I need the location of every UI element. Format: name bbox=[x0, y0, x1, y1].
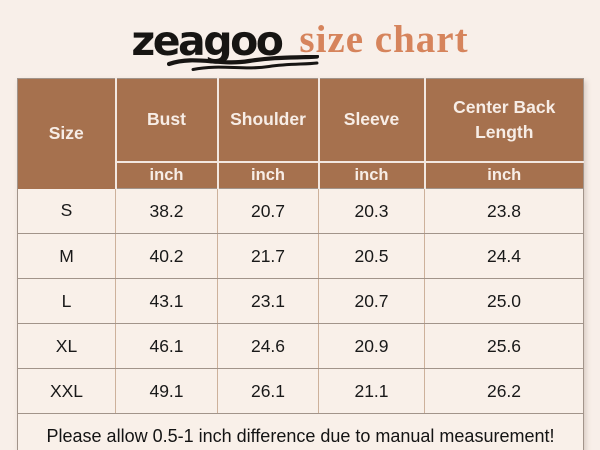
unit-cell: inch bbox=[424, 162, 584, 189]
value-cell: 23.1 bbox=[217, 278, 319, 324]
table-header: Size Bust Shoulder Sleeve Center Back Le… bbox=[17, 78, 584, 189]
value-cell: 20.3 bbox=[318, 188, 425, 234]
page-title: size chart bbox=[299, 17, 469, 61]
size-cell: S bbox=[17, 188, 116, 234]
value-cell: 20.7 bbox=[318, 278, 425, 324]
table-body: S 38.2 20.7 20.3 23.8 M 40.2 21.7 20.5 2… bbox=[17, 188, 584, 414]
brand-logo-text: zeagoo bbox=[131, 16, 284, 65]
value-cell: 26.2 bbox=[424, 368, 584, 414]
unit-cell: inch bbox=[115, 162, 219, 189]
column-header-size: Size bbox=[17, 78, 117, 189]
value-cell: 20.7 bbox=[217, 188, 319, 234]
value-cell: 49.1 bbox=[115, 368, 218, 414]
value-cell: 24.4 bbox=[424, 233, 584, 279]
value-cell: 21.1 bbox=[318, 368, 425, 414]
value-cell: 26.1 bbox=[217, 368, 319, 414]
value-cell: 21.7 bbox=[217, 233, 319, 279]
size-cell: L bbox=[17, 278, 116, 324]
value-cell: 24.6 bbox=[217, 323, 319, 369]
value-cell: 23.8 bbox=[424, 188, 584, 234]
size-cell: M bbox=[17, 233, 116, 279]
value-cell: 46.1 bbox=[115, 323, 218, 369]
size-cell: XL bbox=[17, 323, 116, 369]
column-header-row: Size Bust Shoulder Sleeve Center Back Le… bbox=[17, 78, 584, 189]
measurement-note: Please allow 0.5-1 inch difference due t… bbox=[17, 413, 584, 450]
table-row: XL 46.1 24.6 20.9 25.6 bbox=[17, 323, 584, 369]
size-cell: XXL bbox=[17, 368, 116, 414]
table-row: M 40.2 21.7 20.5 24.4 bbox=[17, 233, 584, 279]
column-header-shoulder: Shoulder bbox=[217, 78, 320, 163]
note-row: Please allow 0.5-1 inch difference due t… bbox=[17, 413, 584, 450]
unit-header-row: inch inch inch inch bbox=[18, 162, 584, 189]
brand-header: zeagoo size chart bbox=[0, 10, 600, 72]
table-row: L 43.1 23.1 20.7 25.0 bbox=[17, 278, 584, 324]
size-chart-table: Size Bust Shoulder Sleeve Center Back Le… bbox=[17, 78, 584, 450]
table-row: XXL 49.1 26.1 21.1 26.2 bbox=[17, 368, 584, 414]
value-cell: 43.1 bbox=[115, 278, 218, 324]
table-row: S 38.2 20.7 20.3 23.8 bbox=[17, 188, 584, 234]
brand-logo: zeagoo bbox=[131, 20, 320, 71]
column-header-bust: Bust bbox=[115, 78, 219, 163]
value-cell: 40.2 bbox=[115, 233, 218, 279]
unit-cell: inch bbox=[217, 162, 320, 189]
value-cell: 25.0 bbox=[424, 278, 584, 324]
column-header-sleeve: Sleeve bbox=[318, 78, 426, 163]
unit-cell: inch bbox=[318, 162, 426, 189]
wave-swoosh-icon bbox=[167, 54, 320, 71]
table-footer: Please allow 0.5-1 inch difference due t… bbox=[17, 413, 584, 450]
value-cell: 20.9 bbox=[318, 323, 425, 369]
value-cell: 20.5 bbox=[318, 233, 425, 279]
column-header-center-back-length: Center Back Length bbox=[424, 78, 584, 163]
value-cell: 25.6 bbox=[424, 323, 584, 369]
value-cell: 38.2 bbox=[115, 188, 218, 234]
